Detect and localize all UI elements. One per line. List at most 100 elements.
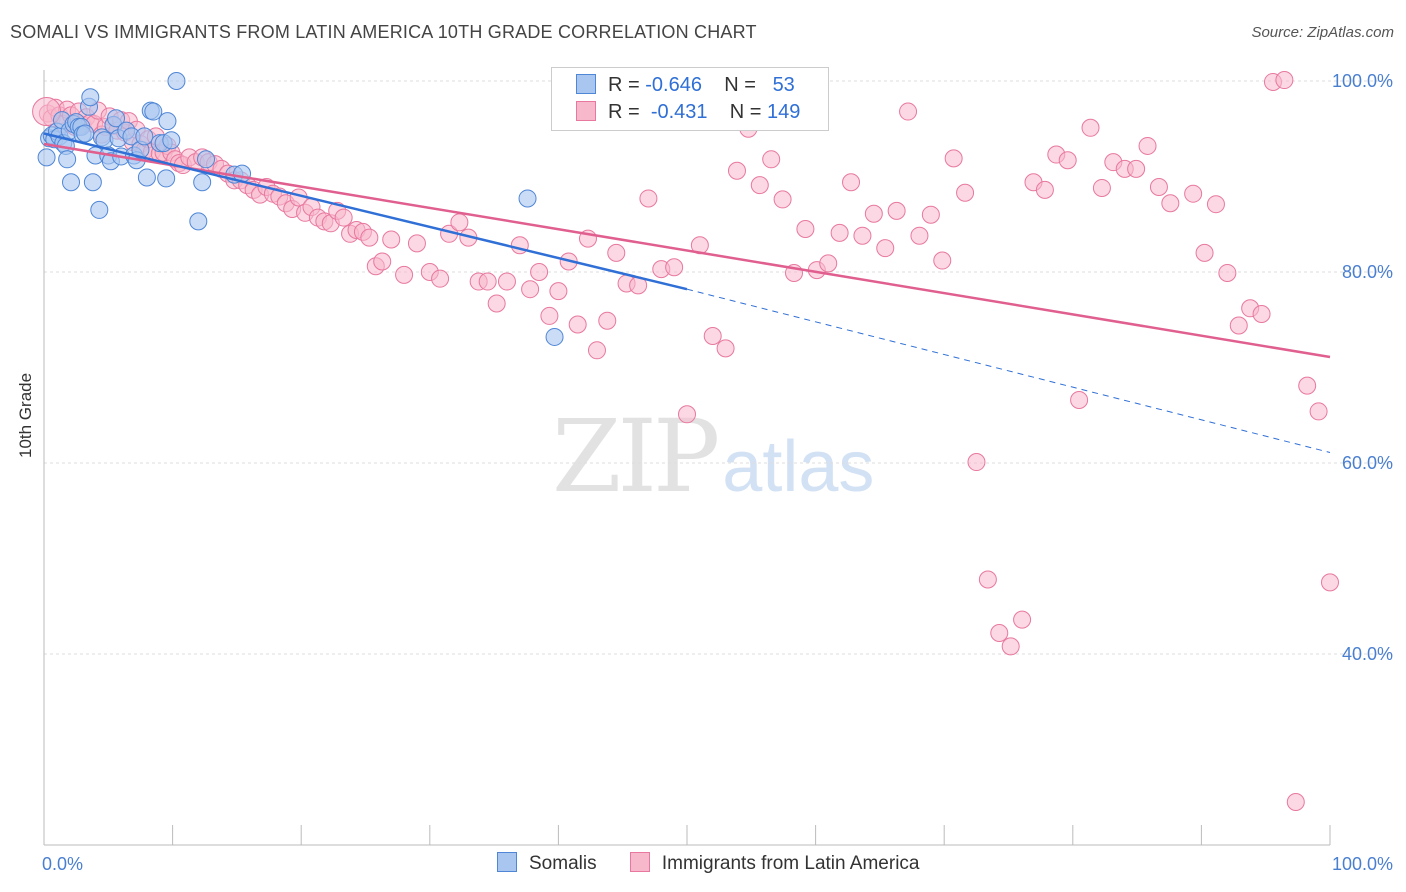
legend-row-somali: R = -0.646 N = 53 <box>576 74 795 102</box>
somali-point <box>58 150 77 169</box>
legend-label-latin: Immigrants from Latin America <box>661 853 920 874</box>
latin-point <box>796 220 815 239</box>
somali-point <box>81 88 100 107</box>
latin-point <box>1070 390 1089 409</box>
tick-labels: 40.0% 60.0% 80.0% 100.0% 0.0% 100.0% <box>42 71 1393 874</box>
latin-point <box>750 176 769 195</box>
somali-trendline-extension <box>686 288 1331 453</box>
latin-point <box>665 258 684 277</box>
latin-point <box>530 263 549 281</box>
latin-point <box>876 239 895 258</box>
latin-point <box>842 173 861 192</box>
legend-item-latin: Immigrants from Latin America <box>629 852 920 875</box>
somali-point <box>83 173 102 192</box>
latin-point <box>944 149 963 168</box>
latin-point <box>540 306 559 325</box>
latin-point <box>1081 118 1100 137</box>
stats-legend: R = -0.646 N = 53 R = -0.431 N = 149 <box>551 67 829 131</box>
latin-point <box>521 280 540 299</box>
somali-point <box>157 169 176 188</box>
latin-point <box>497 272 516 291</box>
latin-point <box>716 339 735 358</box>
latin-point <box>819 254 838 273</box>
latin-point <box>587 341 606 360</box>
latin-point <box>1206 195 1225 214</box>
somali-swatch <box>576 74 596 94</box>
latin-point <box>762 150 781 169</box>
latin-point <box>431 269 450 288</box>
latin-point <box>967 453 986 472</box>
latin-point <box>450 213 469 232</box>
latin-point <box>1161 194 1180 213</box>
somali-point <box>107 109 126 128</box>
latin-point <box>921 205 940 224</box>
latin-point <box>910 226 929 245</box>
x-tick-label: 100.0% <box>1332 854 1393 874</box>
latin-point <box>1184 184 1203 203</box>
source-credit: Source: ZipAtlas.com <box>1251 24 1394 41</box>
latin-point <box>703 326 722 345</box>
somali-legend-swatch <box>497 852 517 872</box>
latin-point <box>990 623 1009 642</box>
latin-point <box>334 208 353 227</box>
trendlines <box>43 132 1331 453</box>
somali-point <box>76 124 95 143</box>
somali-point <box>167 72 186 90</box>
latin-point <box>1309 402 1328 421</box>
latin-point <box>407 234 426 253</box>
latin-point <box>887 201 906 220</box>
latin-swatch <box>576 101 596 121</box>
latin-point <box>1127 159 1146 178</box>
legend-row-latin: R = -0.431 N = 149 <box>576 101 800 129</box>
latin-point <box>864 204 883 223</box>
latin-point <box>598 311 617 330</box>
somali-point <box>37 148 56 167</box>
latin-point <box>487 294 506 313</box>
latin-point <box>727 161 746 180</box>
latin-point <box>607 243 626 262</box>
somali-point <box>518 189 537 208</box>
latin-point <box>1218 263 1237 282</box>
x-tick-label: 0.0% <box>42 854 83 874</box>
somali-trendline <box>43 132 688 291</box>
latin-point <box>1252 305 1271 324</box>
latin-point <box>899 102 918 121</box>
latin-america-points <box>32 71 1339 812</box>
somali-point <box>189 212 208 231</box>
latin-point <box>1195 243 1214 262</box>
latin-point <box>360 228 379 247</box>
somali-point <box>62 173 81 192</box>
somali-point <box>137 168 156 187</box>
latin-point <box>773 190 792 209</box>
legend-label-somalis: Somalis <box>529 853 597 874</box>
latin-point <box>1229 316 1248 335</box>
latin-r-value: -0.431 <box>650 101 708 123</box>
somali-point <box>90 200 109 219</box>
latin-point <box>978 570 997 589</box>
latin-point <box>1149 178 1168 197</box>
latin-point <box>853 226 872 245</box>
chart-title: SOMALI VS IMMIGRANTS FROM LATIN AMERICA … <box>10 22 757 42</box>
somali-point <box>162 131 181 150</box>
latin-trendline <box>43 142 1331 359</box>
latin-point <box>1321 573 1339 592</box>
somali-point <box>197 150 216 169</box>
latin-point <box>373 252 392 271</box>
y-tick-label: 60.0% <box>1342 453 1393 473</box>
latin-point <box>382 230 401 249</box>
watermark-atlas: atlas <box>722 427 875 507</box>
axes <box>43 70 1331 846</box>
latin-point <box>549 282 568 301</box>
somali-n-label: N = <box>724 74 756 96</box>
latin-point <box>1058 151 1077 170</box>
y-tick-label: 40.0% <box>1342 644 1393 664</box>
somali-point <box>158 112 177 131</box>
latin-point <box>395 265 414 284</box>
latin-point <box>1298 376 1317 395</box>
latin-point <box>1092 178 1111 197</box>
latin-point <box>678 405 696 424</box>
latin-point <box>568 315 587 334</box>
y-tick-label: 100.0% <box>1332 71 1393 91</box>
latin-point <box>1013 610 1032 629</box>
